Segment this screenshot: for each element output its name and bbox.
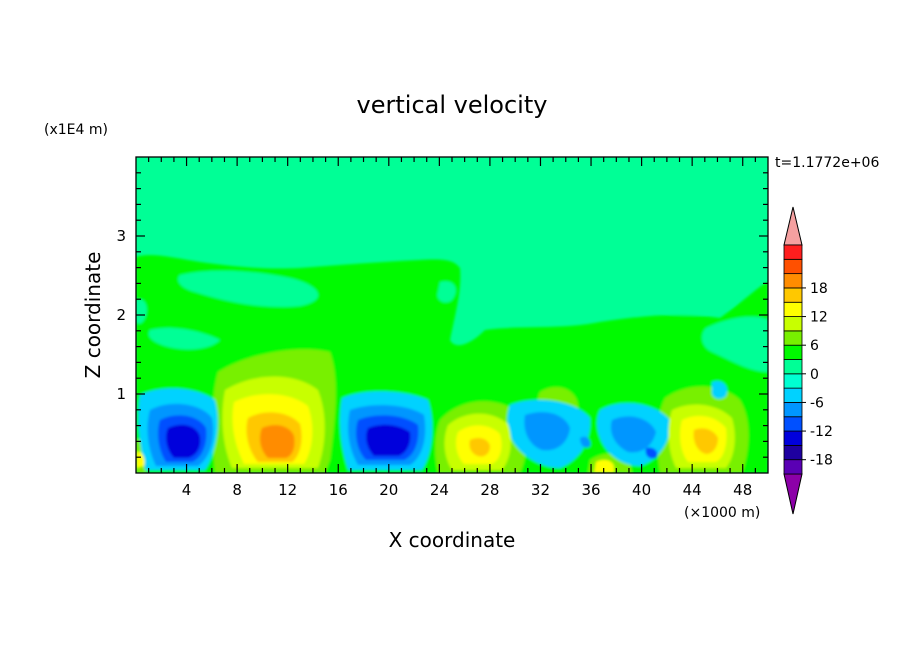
y-axis-label: Z coordinate bbox=[81, 252, 105, 379]
chart-title: vertical velocity bbox=[357, 91, 548, 119]
colorbar-arrow-high bbox=[783, 206, 803, 246]
x-tick-label: 4 bbox=[182, 481, 192, 499]
y-tick-label: 1 bbox=[116, 385, 126, 403]
x-tick-label: 16 bbox=[329, 481, 348, 499]
colorbar bbox=[783, 206, 803, 515]
colorbar-box bbox=[783, 316, 803, 332]
contour-negative-layer bbox=[645, 447, 658, 459]
contour-positive-layer bbox=[260, 425, 295, 458]
contour-positive-layer bbox=[469, 438, 490, 457]
colorbar-labels: 18 12 6 0 -6 -12 -18 bbox=[802, 281, 833, 469]
contour-small-cell bbox=[594, 459, 614, 473]
colorbar-box bbox=[783, 459, 803, 475]
colorbar-box bbox=[783, 344, 803, 360]
x-tick-label: 44 bbox=[683, 481, 702, 499]
x-tick-label: 48 bbox=[733, 481, 752, 499]
x-tick-label: 32 bbox=[531, 481, 550, 499]
contour-patch bbox=[148, 328, 220, 350]
colorbar-box bbox=[783, 444, 803, 461]
contour-positive-layer bbox=[693, 428, 718, 454]
colorbar-label: 18 bbox=[810, 281, 828, 297]
colorbar-box bbox=[783, 330, 803, 346]
x-axis-label: X coordinate bbox=[389, 528, 516, 552]
colorbar-box bbox=[783, 373, 803, 389]
colorbar-box bbox=[783, 273, 803, 289]
axis-ticks bbox=[136, 157, 768, 473]
colorbar-box bbox=[783, 258, 803, 275]
colorbar-box bbox=[783, 430, 803, 446]
colorbar-label: -6 bbox=[810, 395, 824, 411]
colorbar-box bbox=[783, 287, 803, 303]
contour-negative-halo bbox=[711, 380, 728, 399]
x-tick-label: 20 bbox=[379, 481, 398, 499]
contour-small-cell bbox=[136, 451, 145, 468]
colorbar-label: 12 bbox=[810, 310, 828, 326]
x-tick-label: 36 bbox=[581, 481, 600, 499]
y-tick-labels: 1 2 3 bbox=[116, 227, 126, 403]
colorbar-box bbox=[783, 387, 803, 403]
colorbar-arrow-low bbox=[783, 473, 803, 515]
y-tick-label: 2 bbox=[116, 306, 126, 324]
colorbar-box bbox=[783, 402, 803, 418]
x-tick-label: 8 bbox=[232, 481, 242, 499]
colorbar-label: 0 bbox=[810, 367, 819, 383]
x-tick-label: 12 bbox=[278, 481, 297, 499]
y-tick-label: 3 bbox=[116, 227, 126, 245]
colorbar-box bbox=[783, 416, 803, 432]
contour-patch bbox=[639, 285, 740, 316]
plot-area bbox=[136, 157, 768, 473]
contour-small-cell bbox=[580, 436, 591, 448]
contour-negative-layer bbox=[366, 424, 411, 456]
contour-fill bbox=[136, 255, 768, 473]
contour-patch bbox=[136, 299, 147, 324]
contour-negative-layer bbox=[610, 416, 656, 453]
colorbar-box bbox=[783, 244, 803, 260]
colorbar-box bbox=[783, 359, 803, 375]
contour-patch bbox=[178, 270, 319, 307]
x-tick-label: 28 bbox=[480, 481, 499, 499]
y-unit-label: (x1E4 m) bbox=[44, 122, 108, 138]
colorbar-label: -12 bbox=[810, 424, 833, 440]
contour-negative-layer bbox=[166, 424, 201, 458]
x-tick-label: 24 bbox=[430, 481, 449, 499]
colorbar-box bbox=[783, 301, 803, 317]
x-unit-label: (×1000 m) bbox=[684, 505, 760, 521]
colorbar-label: -18 bbox=[810, 453, 833, 469]
colorbar-label: 6 bbox=[810, 338, 819, 354]
x-tick-labels: 4 8 12 16 20 24 28 32 36 40 44 48 bbox=[182, 481, 752, 499]
contour-patch bbox=[437, 281, 456, 303]
time-label: t=1.1772e+06 bbox=[775, 155, 879, 171]
contour-patch bbox=[702, 316, 768, 372]
x-tick-label: 40 bbox=[632, 481, 651, 499]
contour-negative-layer bbox=[524, 412, 570, 451]
